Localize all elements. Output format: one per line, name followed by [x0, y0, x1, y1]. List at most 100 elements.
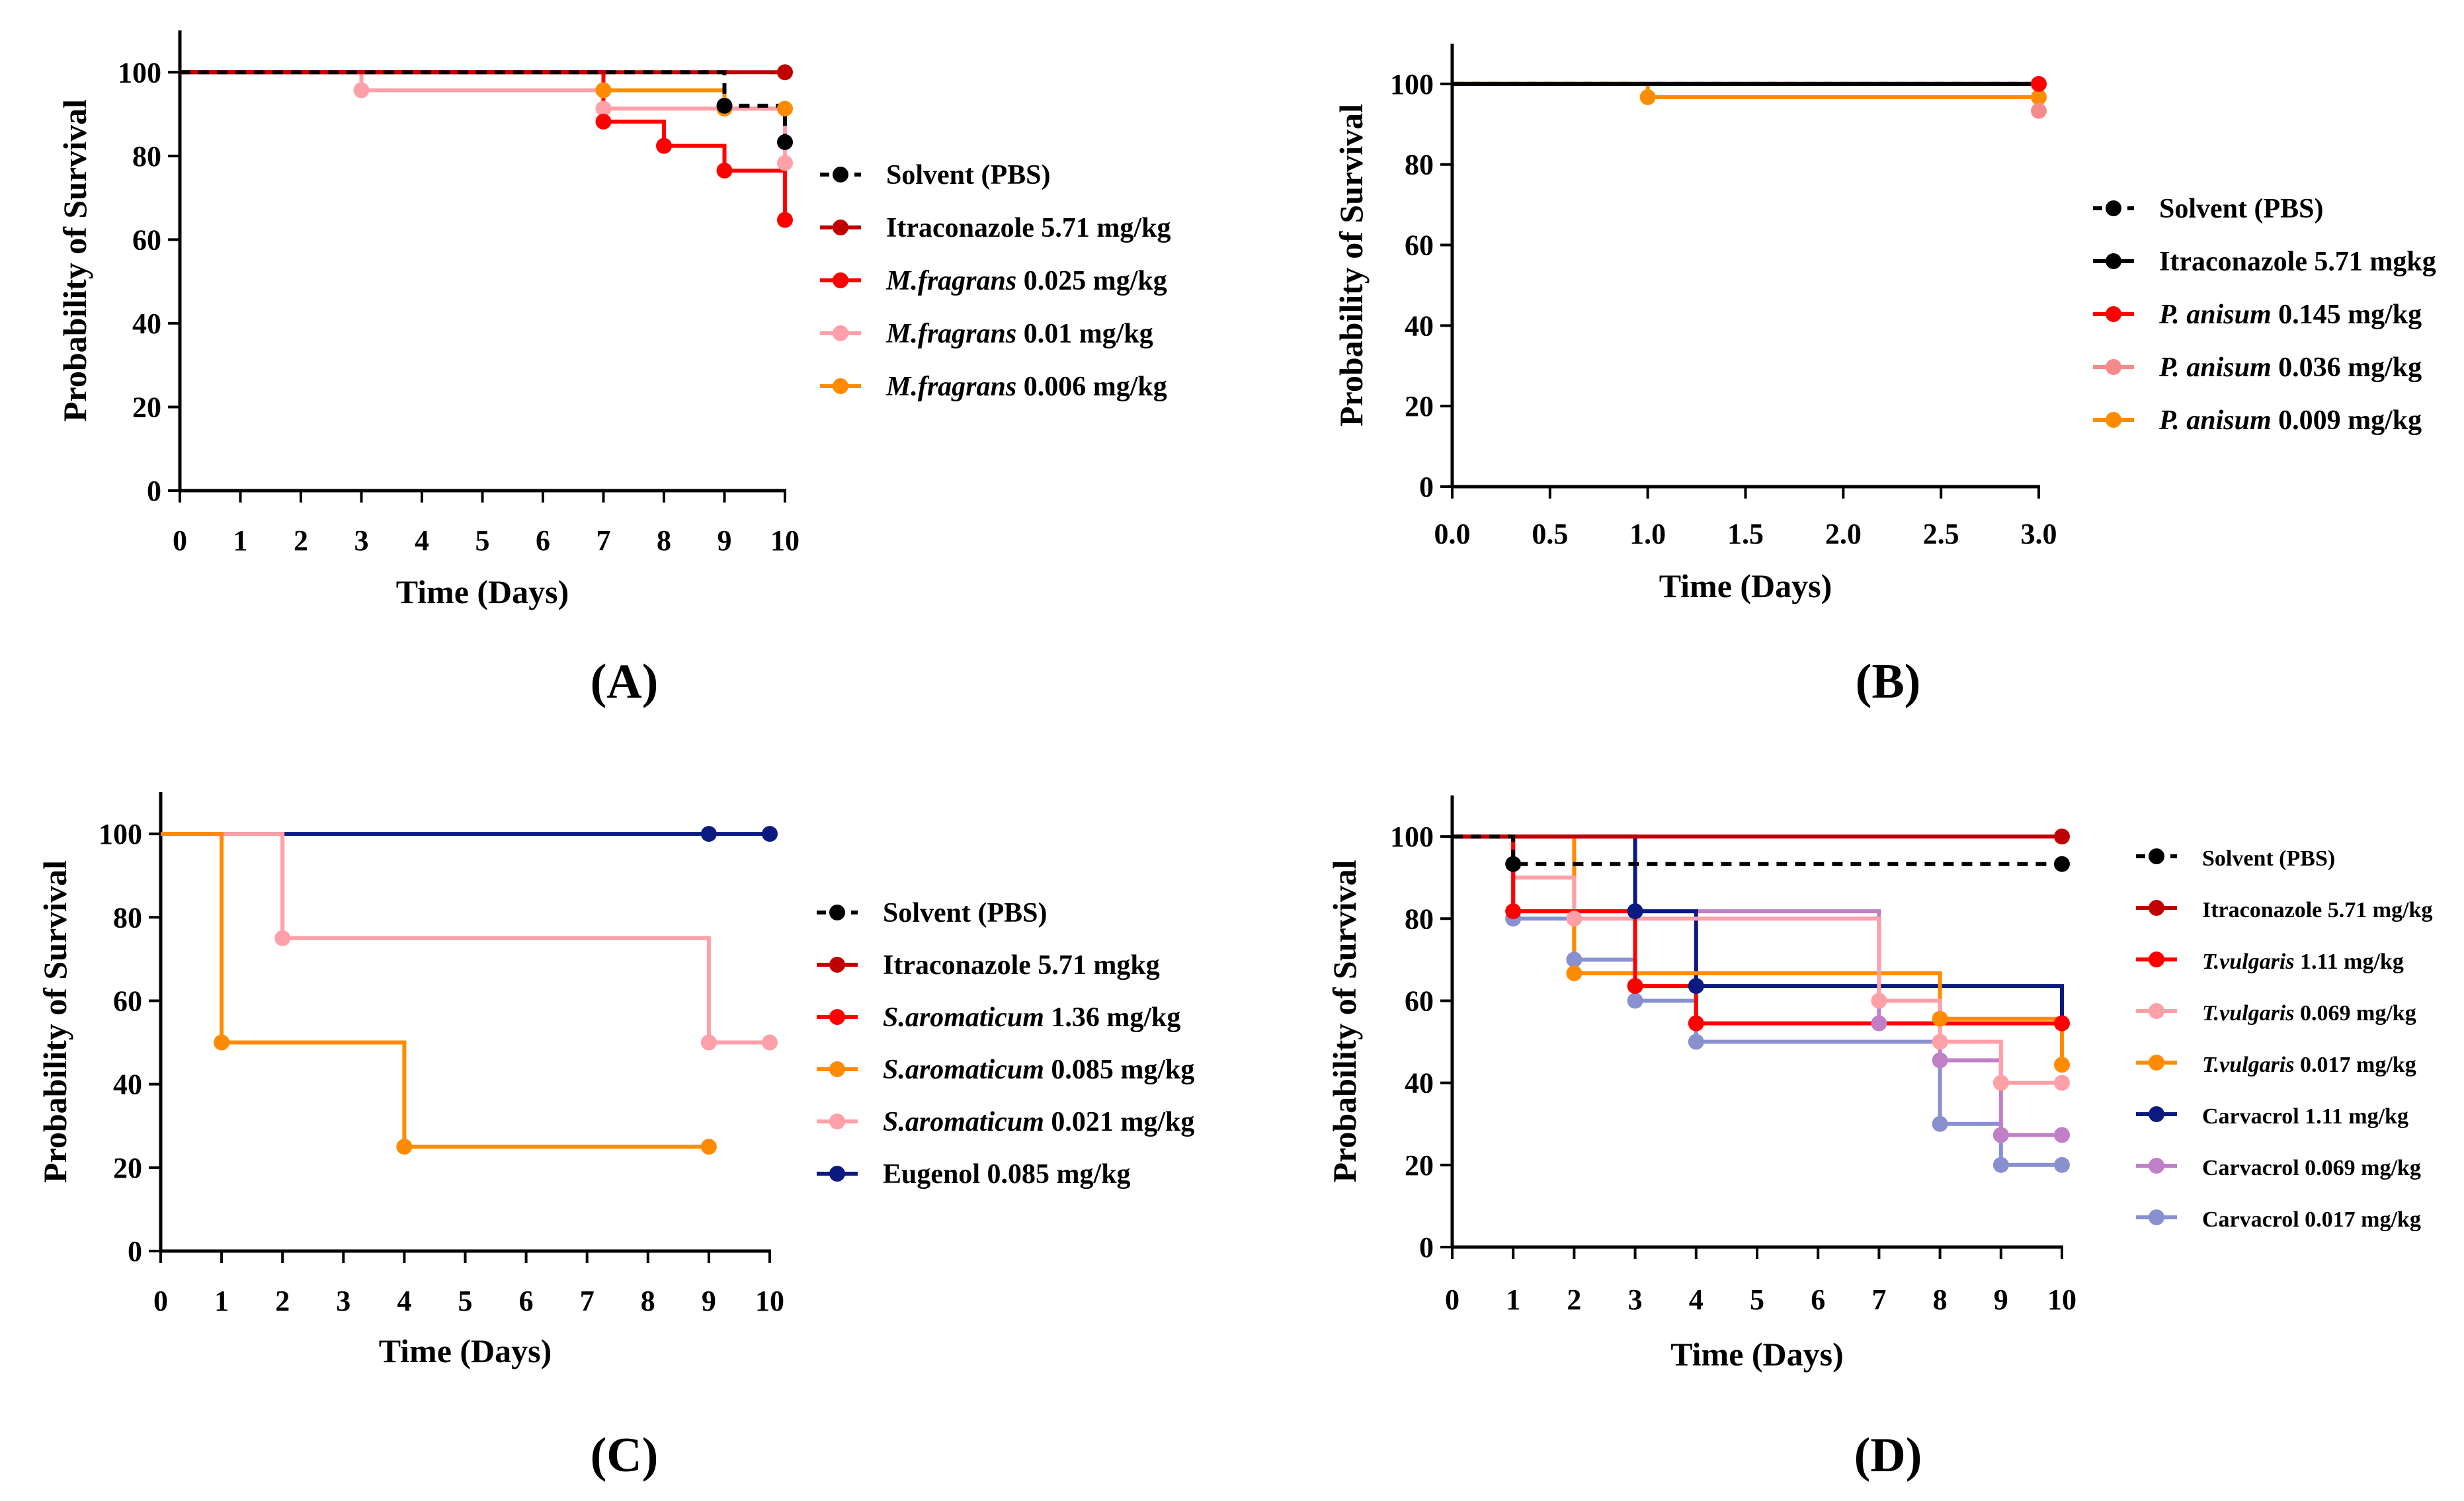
x-axis-title: Time (Days): [396, 573, 569, 610]
y-tick-label: 40: [1405, 309, 1434, 342]
chart-panel-b: 0.0 0.5 1.0 1.5 2.0 2.5 3.0 0 20 40 60 80 100 Time (D…: [1333, 44, 2436, 709]
censor-marker: [2054, 1156, 2070, 1173]
legend-swatch-marker: [2106, 306, 2121, 322]
legend-entry: T.vulgaris 1.11 mg/kg: [2136, 950, 2404, 974]
x-tick-label: 5: [458, 1285, 473, 1317]
x-tick-label: 9: [702, 1285, 716, 1317]
legend-swatch-marker: [829, 1114, 845, 1129]
y-tick-label: 20: [1405, 1149, 1434, 1182]
censor-marker: [777, 134, 793, 150]
legend-swatch-marker: [2149, 1003, 2164, 1019]
censor-marker: [700, 1139, 717, 1155]
y-tick-label: 40: [113, 1069, 142, 1101]
censor-marker: [1932, 1052, 1948, 1069]
censor-marker: [1688, 1015, 1704, 1032]
censor-marker: [2054, 829, 2070, 845]
x-tick-label: 2.5: [1923, 518, 1959, 550]
legend-label: T.vulgaris 0.069 mg/kg: [2202, 1001, 2416, 1026]
legend-entry: S.aromaticum 0.021 mg/kg: [817, 1107, 1194, 1137]
censor-marker: [2054, 1057, 2070, 1073]
y-tick-label: 100: [1390, 68, 1434, 101]
x-tick-label: 10: [770, 524, 800, 557]
x-tick-label: 4: [397, 1285, 411, 1317]
legend-label: M.fragrans 0.01 mg/kg: [885, 319, 1153, 349]
x-tick-label: 6: [519, 1285, 534, 1317]
censor-marker: [2031, 102, 2047, 119]
legend-entry: Itraconazole 5.71 mgkg: [2093, 247, 2436, 277]
y-axis-title: Probability of Survival: [1326, 860, 1363, 1182]
legend-label: Carvacrol 1.11 mg/kg: [2202, 1104, 2408, 1129]
series-line: [161, 832, 709, 1149]
legend-label: Solvent (PBS): [883, 898, 1047, 928]
x-tick-label: 7: [580, 1285, 595, 1317]
x-tick-label: 9: [718, 524, 732, 557]
censor-marker: [1639, 89, 1656, 106]
y-tick-label: 0: [1419, 471, 1434, 503]
censor-marker: [777, 155, 793, 171]
x-tick-label: 2.0: [1825, 518, 1862, 550]
censor-marker: [716, 162, 733, 179]
censor-marker: [353, 82, 370, 99]
x-tick-label: 4: [1689, 1283, 1704, 1316]
x-axis-title: Time (Days): [379, 1332, 552, 1369]
censor-marker: [1688, 1034, 1704, 1050]
censor-marker: [1505, 903, 1522, 920]
legend-entry: Solvent (PBS): [2136, 846, 2335, 871]
y-tick-label: 0: [128, 1235, 142, 1268]
x-tick-label: 6: [536, 524, 550, 557]
y-tick-label: 0: [147, 475, 161, 507]
legend-label: S.aromaticum 0.021 mg/kg: [883, 1107, 1194, 1137]
legend-label: M.fragrans 0.025 mg/kg: [885, 266, 1167, 296]
series-line: [1452, 834, 2062, 1085]
legend-entry: Carvacrol 0.017 mg/kg: [2136, 1207, 2421, 1232]
censor-marker: [274, 930, 291, 946]
legend-label: P. anisum 0.036 mg/kg: [2158, 352, 2422, 383]
y-tick-label: 40: [1405, 1067, 1434, 1100]
censor-marker: [1932, 1116, 1948, 1132]
censor-marker: [1566, 911, 1582, 927]
series-line: [1452, 834, 2064, 1065]
censor-marker: [1627, 978, 1643, 994]
legend-swatch-marker: [833, 167, 848, 183]
legend-swatch-marker: [2149, 848, 2164, 864]
x-tick-label: 1: [214, 1285, 229, 1317]
legend-label: Solvent (PBS): [2159, 194, 2324, 224]
legend-entry: S.aromaticum 0.085 mg/kg: [817, 1055, 1194, 1085]
legend-entry: T.vulgaris 0.069 mg/kg: [2136, 1001, 2416, 1026]
censor-marker: [1871, 1015, 1887, 1032]
legend-swatch-marker: [2149, 952, 2164, 967]
legend-label: S.aromaticum 1.36 mg/kg: [883, 1002, 1180, 1033]
x-tick-label: 7: [1871, 1283, 1886, 1316]
panel-label: (A): [591, 655, 659, 709]
legend-swatch-marker: [2106, 359, 2121, 375]
x-tick-label: 2: [275, 1285, 290, 1317]
x-tick-label: 1.0: [1629, 518, 1666, 550]
x-tick-label: 3: [1628, 1283, 1643, 1316]
legend-entry: M.fragrans 0.006 mg/kg: [820, 372, 1167, 402]
series-line: [1452, 834, 2062, 866]
censor-marker: [1566, 965, 1582, 981]
legend-label: Eugenol 0.085 mg/kg: [883, 1159, 1131, 1190]
x-tick-label: 4: [415, 524, 429, 557]
x-tick-label: 0: [153, 1285, 168, 1317]
legend-entry: Itraconazole 5.71 mgkg: [817, 950, 1160, 981]
x-tick-label: 2: [294, 524, 308, 557]
censor-marker: [2054, 1075, 2070, 1091]
y-tick-label: 40: [132, 307, 161, 340]
censor-marker: [700, 826, 717, 842]
x-tick-label: 5: [475, 524, 490, 557]
x-tick-label: 8: [1933, 1283, 1948, 1316]
legend-swatch-marker: [833, 325, 848, 341]
legend-label: Carvacrol 0.069 mg/kg: [2202, 1156, 2421, 1180]
y-tick-label: 20: [1405, 390, 1434, 423]
y-tick-label: 20: [113, 1152, 142, 1184]
censor-marker: [1992, 1127, 2009, 1143]
legend-entry: Itraconazole 5.71 mg/kg: [2136, 898, 2432, 922]
series-line: [1452, 834, 2062, 1167]
legend-entry: Itraconazole 5.71 mg/kg: [820, 213, 1170, 243]
x-tick-label: 0: [173, 524, 187, 557]
y-axis-title: Probability of Survival: [1333, 104, 1370, 426]
legend-swatch-marker: [2149, 1209, 2164, 1225]
legend-entry: Carvacrol 0.069 mg/kg: [2136, 1156, 2421, 1180]
